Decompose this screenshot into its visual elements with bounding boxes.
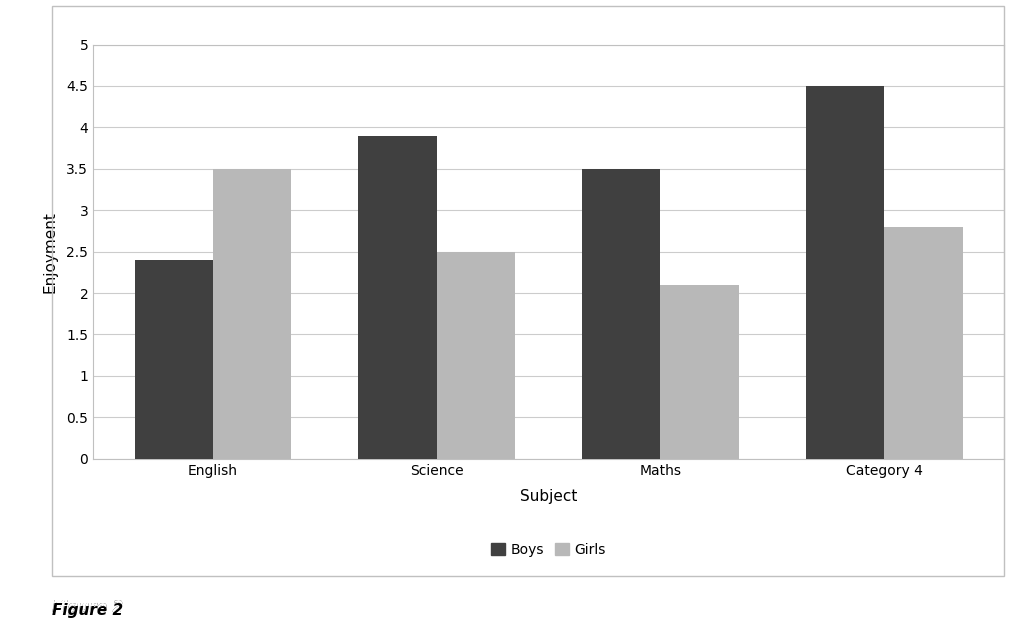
- X-axis label: Subject: Subject: [520, 489, 578, 504]
- Bar: [135, 260, 213, 459]
- Bar: [660, 285, 739, 459]
- Bar: [437, 252, 515, 459]
- Bar: [358, 136, 437, 459]
- Bar: [582, 169, 660, 459]
- Legend: Boys, Girls: Boys, Girls: [492, 543, 605, 557]
- Text: Figure 2. Boys’ and girls’ self-rated enjoyment of core subjects.: Figure 2. Boys’ and girls’ self-rated en…: [52, 599, 600, 615]
- Bar: [806, 86, 884, 459]
- Bar: [884, 227, 963, 459]
- Text: Figure 2: Figure 2: [52, 599, 123, 615]
- Text: Figure 2: Figure 2: [52, 603, 123, 618]
- Y-axis label: Enjoyment: Enjoyment: [43, 211, 58, 292]
- Text: Figure 2. Boys’ and girls’ self-rated enjoyment of core subjects.: Figure 2. Boys’ and girls’ self-rated en…: [52, 603, 600, 618]
- Bar: [213, 169, 291, 459]
